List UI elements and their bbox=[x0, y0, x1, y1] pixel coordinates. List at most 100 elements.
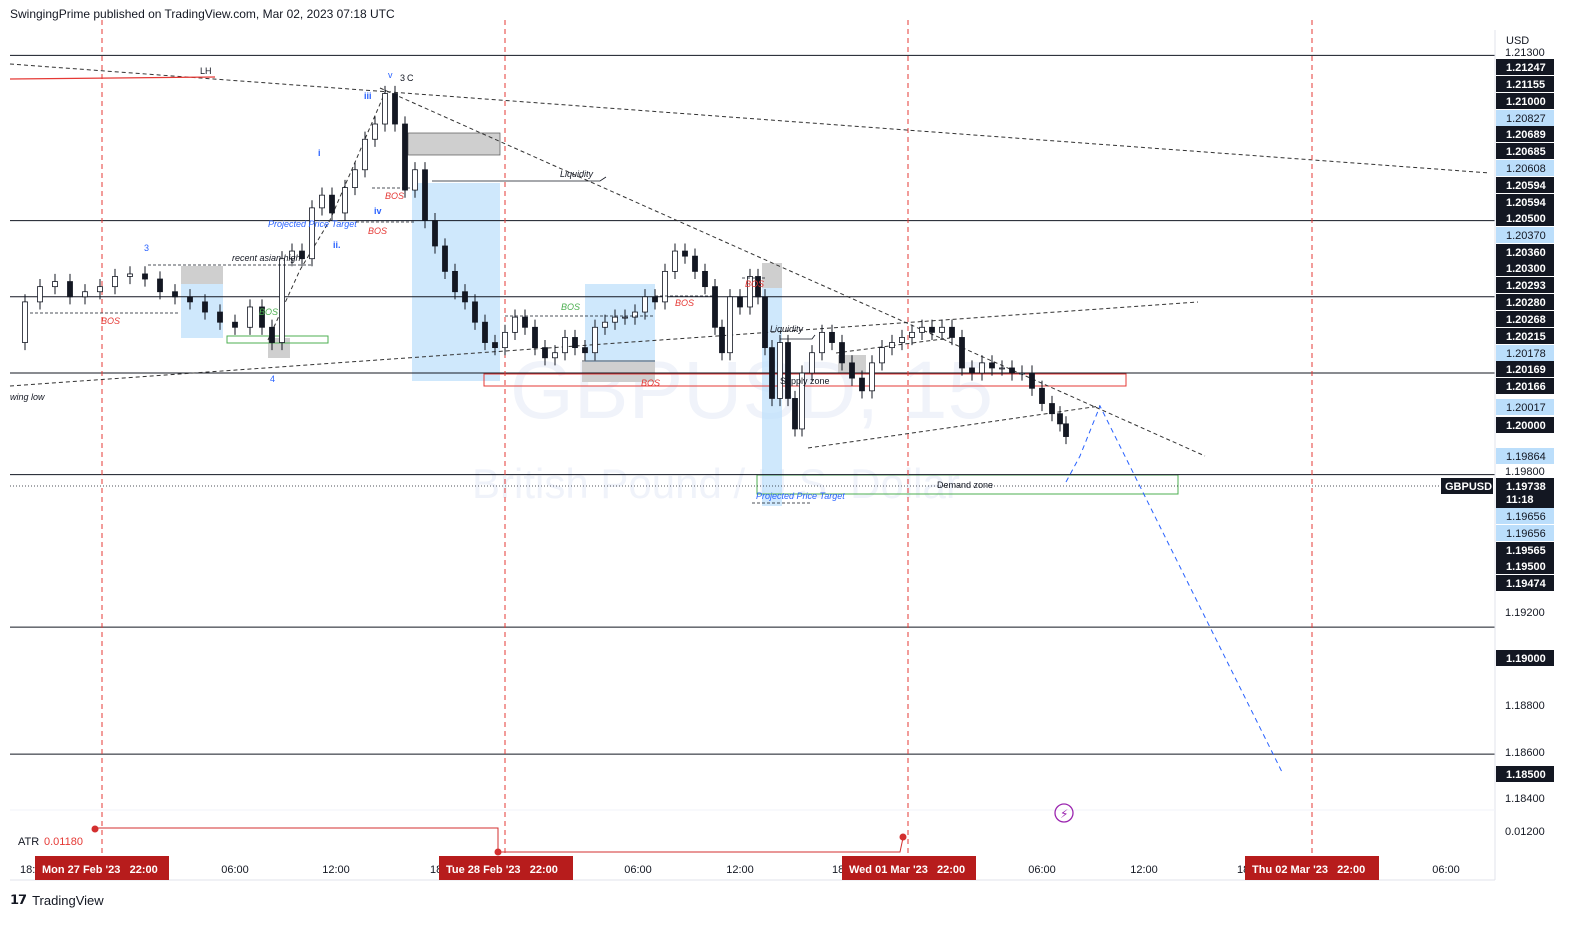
candle-body-42 bbox=[512, 316, 518, 333]
last-price: 1.19738 bbox=[1506, 481, 1546, 493]
candle-body-31 bbox=[402, 123, 408, 191]
price-tag-bg-0 bbox=[1496, 59, 1554, 75]
candle-body-21 bbox=[299, 250, 305, 260]
candle-body-92 bbox=[989, 362, 995, 369]
session-tag-1: Tue 28 Feb '23 22:00 bbox=[446, 864, 558, 876]
price-tag-14: 1.20169 bbox=[1506, 364, 1546, 376]
projected-target-label-2: Projected Price Target bbox=[756, 491, 845, 501]
atr-name: ATR bbox=[18, 836, 39, 848]
wave-v-label: v bbox=[388, 70, 393, 80]
candlesticks bbox=[22, 85, 1069, 445]
candle-body-14 bbox=[217, 311, 223, 323]
wave-4-label: 4 bbox=[270, 374, 275, 384]
candle-body-76 bbox=[829, 331, 835, 343]
bos-label-5: BOS bbox=[561, 302, 580, 312]
price-tick-4: 1.18600 bbox=[1505, 747, 1545, 759]
candle-body-13 bbox=[202, 301, 208, 313]
candle-body-52 bbox=[612, 316, 618, 323]
price-blue-5: 1.19864 bbox=[1506, 451, 1546, 463]
brand-name: TradingView bbox=[32, 892, 104, 908]
price-tag-bg-11 bbox=[1496, 294, 1554, 310]
tradingview-logo[interactable]: 𝟭𝟳 TradingView bbox=[10, 892, 104, 908]
price-tick-5: 1.18400 bbox=[1505, 793, 1545, 805]
candle-body-77 bbox=[839, 342, 845, 364]
time-axis: 18: 06:00 12:00 18: 06:00 12:00 18 06:00 12:00 18… bbox=[20, 856, 1460, 880]
candle-body-47 bbox=[562, 337, 568, 354]
price-blue-bg-2 bbox=[1496, 227, 1554, 243]
watermark-symbol: GBPUSD, 15 bbox=[510, 345, 993, 436]
price-tag-0: 1.21247 bbox=[1506, 62, 1546, 74]
candle-body-60 bbox=[692, 255, 698, 272]
liquidity-label-1: Liquidity bbox=[560, 169, 594, 179]
candle-body-5 bbox=[82, 291, 88, 298]
candle-body-75 bbox=[819, 331, 825, 354]
price-blue-bg-3 bbox=[1496, 345, 1554, 361]
session-tag-3: Thu 02 Mar '23 22:00 bbox=[1252, 864, 1365, 876]
chart-annotations: LH v 3 C iii i iv ii. 3 4 wing low recen… bbox=[10, 66, 993, 504]
price-tag-21: 1.18500 bbox=[1506, 769, 1546, 781]
candle-body-54 bbox=[632, 311, 638, 318]
symbol-tag: GBPUSD bbox=[1445, 481, 1492, 493]
candle-body-40 bbox=[492, 342, 498, 349]
price-tag-bg-17 bbox=[1496, 542, 1554, 558]
candle-body-63 bbox=[719, 326, 725, 354]
lightning-icon[interactable] bbox=[1054, 803, 1074, 823]
candle-body-69 bbox=[769, 347, 775, 399]
price-blue-1: 1.20608 bbox=[1506, 163, 1546, 175]
candle-body-78 bbox=[849, 362, 855, 379]
supply-zone bbox=[483, 373, 1127, 387]
candle-body-85 bbox=[919, 326, 925, 333]
candle-body-23 bbox=[319, 194, 325, 209]
session-lines bbox=[101, 20, 1313, 880]
candle-body-12 bbox=[187, 296, 193, 303]
wave-3-blue-label: 3 bbox=[144, 243, 149, 253]
bos-label-8: BOS bbox=[641, 378, 660, 388]
candle-body-29 bbox=[382, 93, 388, 125]
price-tag-16: 1.20000 bbox=[1506, 420, 1546, 432]
candle-body-41 bbox=[502, 331, 508, 349]
wave-ii-label: ii. bbox=[333, 240, 341, 250]
demand-zone-label: Demand zone bbox=[937, 480, 993, 490]
session-tag-bg-2 bbox=[842, 856, 976, 880]
price-tag-bg-9 bbox=[1496, 260, 1554, 276]
candle-body-95 bbox=[1019, 372, 1025, 375]
price-axis: 1.21300 1.19800 1.19200 1.18800 1.18600 1.184… bbox=[1496, 47, 1554, 805]
candle-body-7 bbox=[112, 276, 118, 288]
price-tag-bg-18 bbox=[1496, 558, 1554, 574]
candle-body-10 bbox=[157, 278, 163, 293]
price-tag-17: 1.19565 bbox=[1506, 545, 1546, 557]
candle-body-87 bbox=[939, 326, 945, 333]
price-tag-bg-19 bbox=[1496, 575, 1554, 591]
countdown: 11:18 bbox=[1506, 494, 1534, 506]
candle-body-99 bbox=[1057, 413, 1063, 425]
projected-target-label-1: Projected Price Target bbox=[268, 219, 357, 229]
price-blue-bg-7 bbox=[1496, 525, 1554, 541]
price-tag-bg-2 bbox=[1496, 93, 1554, 109]
price-tag-5: 1.20594 bbox=[1506, 180, 1547, 192]
candle-body-2 bbox=[37, 286, 43, 303]
watermark-name: British Pound / U.S. Dollar bbox=[472, 460, 960, 507]
time-tick-1: 06:00 bbox=[221, 864, 249, 876]
candle-body-82 bbox=[889, 342, 895, 349]
candle-body-80 bbox=[869, 362, 875, 392]
candle-body-35 bbox=[442, 245, 448, 272]
wave-iv-label: iv bbox=[374, 206, 382, 216]
candle-body-20 bbox=[289, 250, 295, 260]
candle-body-53 bbox=[622, 316, 628, 319]
price-blue-4: 1.20017 bbox=[1506, 402, 1546, 414]
axis-currency: USD bbox=[1506, 35, 1529, 47]
candle-body-36 bbox=[452, 270, 458, 293]
price-blue-bg-6 bbox=[1496, 508, 1554, 524]
bos-label-6: BOS bbox=[675, 298, 694, 308]
price-tick-1: 1.19800 bbox=[1505, 466, 1545, 478]
candle-body-39 bbox=[482, 321, 488, 343]
supply-zone-label: Supply zone bbox=[780, 376, 830, 386]
candle-body-65 bbox=[737, 296, 743, 308]
time-tick-5: 12:00 bbox=[726, 864, 754, 876]
price-tag-19: 1.19474 bbox=[1506, 578, 1547, 590]
candle-body-100 bbox=[1063, 423, 1069, 437]
publish-header: SwingingPrime published on TradingView.c… bbox=[10, 7, 395, 21]
price-blue-bg-5 bbox=[1496, 448, 1554, 464]
candle-body-45 bbox=[542, 347, 548, 359]
